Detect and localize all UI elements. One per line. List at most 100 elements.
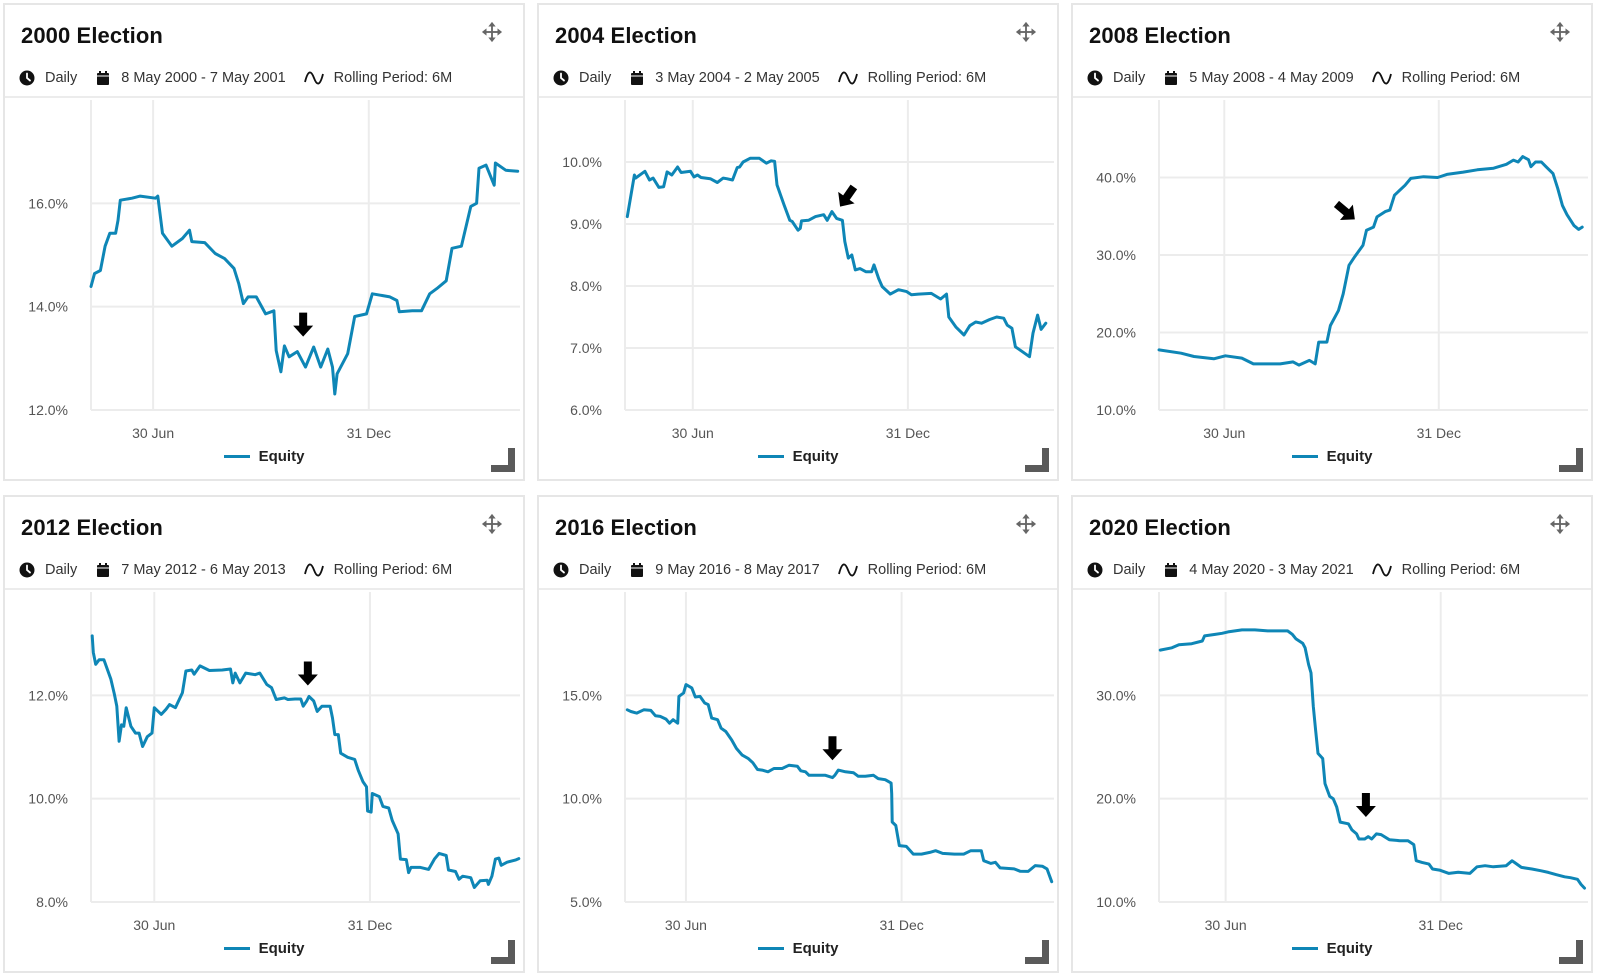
y-tick-label: 10.0% [562, 154, 602, 170]
clock-icon [1087, 70, 1103, 86]
move-icon[interactable] [1549, 21, 1571, 43]
rolling-period-label: Rolling Period: 6M [333, 70, 453, 86]
wave-icon [303, 563, 324, 577]
move-icon[interactable] [1015, 513, 1037, 535]
chart-svg: 8.0% 10.0% 12.0% 30 Jun 31 Dec [28, 592, 521, 933]
legend-label: Equity [258, 940, 305, 957]
legend-swatch [1291, 947, 1318, 950]
calendar-icon [631, 563, 644, 577]
arrow-annotation-icon [1355, 793, 1376, 818]
legend-label: Equity [1326, 448, 1373, 465]
header-divider [539, 96, 1057, 98]
line-chart: 10.0% 20.0% 30.0% 30 Jun 31 Dec [1073, 590, 1591, 933]
move-icon[interactable] [481, 513, 503, 535]
clock-icon [19, 70, 35, 86]
x-tick-label: 30 Jun [1203, 425, 1245, 441]
header-divider [539, 588, 1057, 590]
y-tick-label: 8.0% [570, 278, 602, 294]
frequency-label: Daily [45, 562, 78, 578]
panel-title: 2004 Election [555, 23, 697, 48]
resize-handle[interactable] [1025, 940, 1049, 964]
legend-label: Equity [792, 448, 839, 465]
clock-icon [1087, 562, 1103, 578]
x-tick-label: 30 Jun [132, 425, 174, 441]
legend[interactable]: Equity [1073, 940, 1591, 957]
legend-swatch [757, 947, 784, 950]
line-chart: 8.0% 10.0% 12.0% 30 Jun 31 Dec [5, 590, 523, 933]
y-tick-label: 9.0% [570, 216, 602, 232]
x-tick-label: 31 Dec [1417, 425, 1461, 441]
move-icon[interactable] [1549, 513, 1571, 535]
x-tick-label: 30 Jun [133, 917, 175, 933]
panel-meta: Daily 7 May 2012 - 6 May 2013 Rolling Pe… [19, 559, 470, 581]
y-tick-label: 10.0% [1096, 402, 1136, 418]
y-tick-label: 10.0% [28, 791, 68, 807]
panel-title: 2020 Election [1089, 515, 1231, 540]
arrow-annotation-icon [297, 661, 318, 686]
date-range-label: 3 May 2004 - 2 May 2005 [655, 70, 820, 86]
chart-svg: 10.0% 20.0% 30.0% 40.0% 30 Jun 31 Dec [1096, 100, 1588, 441]
calendar-icon [631, 71, 644, 85]
chart-panel-2008: 2008 Election Daily 5 M [1071, 3, 1593, 481]
arrow-annotation-icon [1333, 200, 1355, 220]
calendar-icon [1165, 563, 1178, 577]
y-tick-label: 20.0% [1096, 325, 1136, 341]
chart-svg: 5.0% 10.0% 15.0% 30 Jun 31 Dec [562, 592, 1054, 933]
y-tick-label: 5.0% [570, 894, 602, 910]
legend-swatch [223, 947, 250, 950]
y-tick-label: 7.0% [570, 340, 602, 356]
legend-swatch [1291, 455, 1318, 458]
resize-handle[interactable] [1025, 448, 1049, 472]
header-divider [1073, 96, 1591, 98]
chart-svg: 12.0% 14.0% 16.0% 30 Jun 31 Dec [28, 100, 520, 441]
rolling-period-label: Rolling Period: 6M [867, 562, 987, 578]
chart-panel-2016: 2016 Election Daily 9 M [537, 495, 1059, 973]
legend-label: Equity [792, 940, 839, 957]
x-tick-label: 31 Dec [347, 425, 391, 441]
frequency-label: Daily [45, 70, 78, 86]
legend[interactable]: Equity [539, 940, 1057, 957]
series-line-equity [625, 683, 1054, 884]
resize-handle[interactable] [1559, 940, 1583, 964]
chart-panel-2000: 2000 Election Daily 8 M [3, 3, 525, 481]
series-line-equity [1158, 628, 1586, 890]
wave-icon [303, 71, 324, 85]
line-chart: 10.0% 20.0% 30.0% 40.0% 30 Jun 31 Dec [1073, 98, 1591, 441]
legend[interactable]: Equity [5, 448, 523, 465]
y-tick-label: 20.0% [1096, 791, 1136, 807]
resize-handle[interactable] [1559, 448, 1583, 472]
rolling-period-label: Rolling Period: 6M [1401, 70, 1521, 86]
legend[interactable]: Equity [5, 940, 523, 957]
y-tick-label: 16.0% [28, 195, 68, 211]
legend-label: Equity [1326, 940, 1373, 957]
wave-icon [1371, 563, 1392, 577]
line-chart: 6.0% 7.0% 8.0% 9.0% 10.0% 30 Jun 31 Dec [539, 98, 1057, 441]
y-tick-label: 8.0% [36, 894, 68, 910]
y-tick-label: 6.0% [570, 402, 602, 418]
resize-handle[interactable] [491, 940, 515, 964]
x-tick-label: 31 Dec [348, 917, 392, 933]
resize-handle[interactable] [491, 448, 515, 472]
arrow-shape [297, 661, 318, 686]
move-icon[interactable] [481, 21, 503, 43]
line-chart: 12.0% 14.0% 16.0% 30 Jun 31 Dec [5, 98, 523, 441]
legend[interactable]: Equity [539, 448, 1057, 465]
arrow-shape [838, 184, 858, 207]
calendar-icon [97, 71, 110, 85]
frequency-label: Daily [1113, 70, 1146, 86]
date-range-label: 7 May 2012 - 6 May 2013 [121, 562, 286, 578]
rolling-period-label: Rolling Period: 6M [333, 562, 453, 578]
arrow-annotation-icon [293, 312, 314, 337]
chart-panel-2012: 2012 Election Daily 7 M [3, 495, 525, 973]
y-tick-label: 12.0% [28, 687, 68, 703]
move-icon[interactable] [1015, 21, 1037, 43]
y-tick-label: 15.0% [562, 687, 602, 703]
series-line-equity [89, 161, 520, 396]
date-range-label: 8 May 2000 - 7 May 2001 [121, 70, 286, 86]
legend[interactable]: Equity [1073, 448, 1591, 465]
arrow-shape [293, 312, 314, 337]
y-tick-label: 14.0% [28, 299, 68, 315]
clock-icon [553, 70, 569, 86]
panel-title: 2016 Election [555, 515, 697, 540]
x-tick-label: 31 Dec [879, 917, 923, 933]
